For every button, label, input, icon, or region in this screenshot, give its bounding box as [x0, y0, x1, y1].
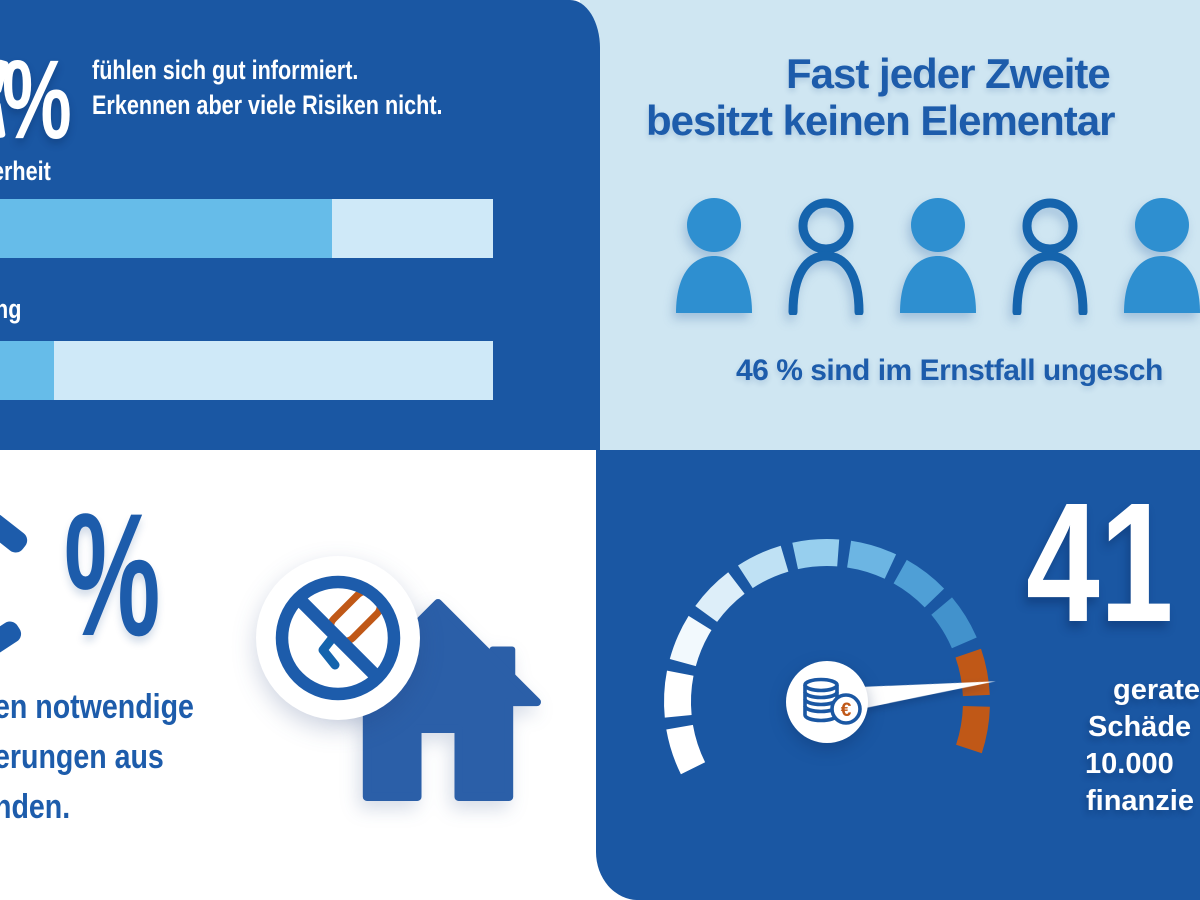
- panel-tr-title-line1: Fast jeder Zweite: [786, 50, 1111, 97]
- person-icon-filled: [672, 198, 756, 315]
- panel-top-left: % fühlen sich gut informiert. Erkennen a…: [0, 0, 600, 450]
- panel-top-right: Fast jeder Zweite besitzt keinen Element…: [580, 0, 1200, 450]
- person-icon-outline: [1008, 198, 1092, 317]
- panel-tr-title-line2: besitzt keinen Elementar: [646, 97, 1115, 144]
- bl-line2: erungen aus: [0, 738, 164, 776]
- bar1-label: erheit: [0, 156, 51, 186]
- bar1-fill: [0, 199, 332, 258]
- bar-chart-bar2: [0, 341, 493, 400]
- big-number-41: 41: [1026, 468, 1174, 658]
- bar2-fill: [0, 341, 55, 400]
- cut-digit-fragment: [0, 618, 25, 660]
- bottom-right-text: gerate Schäde 10.000 finanzie: [1085, 672, 1200, 820]
- bl-line1: en notwendige: [0, 688, 194, 726]
- bottom-left-text: en notwendige erungen aus nden.: [0, 682, 232, 832]
- prohibition-ring: [275, 575, 401, 701]
- big-percent-sign-bottom: %: [64, 478, 161, 673]
- person-row: [672, 198, 1200, 317]
- euro-symbol: €: [841, 700, 852, 721]
- intro-line2: Erkennen aber viele Risiken nicht.: [92, 90, 443, 120]
- person-icon-filled: [1120, 198, 1200, 315]
- cost-gauge: €: [664, 539, 996, 775]
- gauge-segments: [664, 539, 990, 775]
- cut-digit-fragment: [0, 509, 31, 557]
- intro-line1: fühlen sich gut informiert.: [92, 55, 359, 85]
- big-percent-sign: %: [2, 37, 72, 162]
- person-icon-outline: [784, 198, 868, 317]
- intro-text: fühlen sich gut informiert. Erkennen abe…: [92, 53, 530, 123]
- panel-bottom-right: € 41 gerate Schäde 10.000 finanzie: [596, 450, 1200, 900]
- bl-line3: nden.: [0, 788, 71, 826]
- gauge-needle: [833, 681, 996, 714]
- person-icon-filled: [896, 198, 980, 315]
- no-paint-roller-badge: [256, 556, 420, 720]
- bar-chart-bar1: [0, 199, 493, 258]
- br-line3: 10.000: [1085, 748, 1174, 780]
- br-line4: finanzie: [1086, 785, 1194, 817]
- panel-tr-caption: 46 % sind im Ernstfall ungesch: [736, 354, 1163, 387]
- bar2-label: ng: [0, 294, 22, 324]
- euro-coins-icon: €: [803, 677, 862, 725]
- br-line2: Schäde: [1088, 711, 1192, 743]
- br-line1: gerate: [1113, 674, 1200, 706]
